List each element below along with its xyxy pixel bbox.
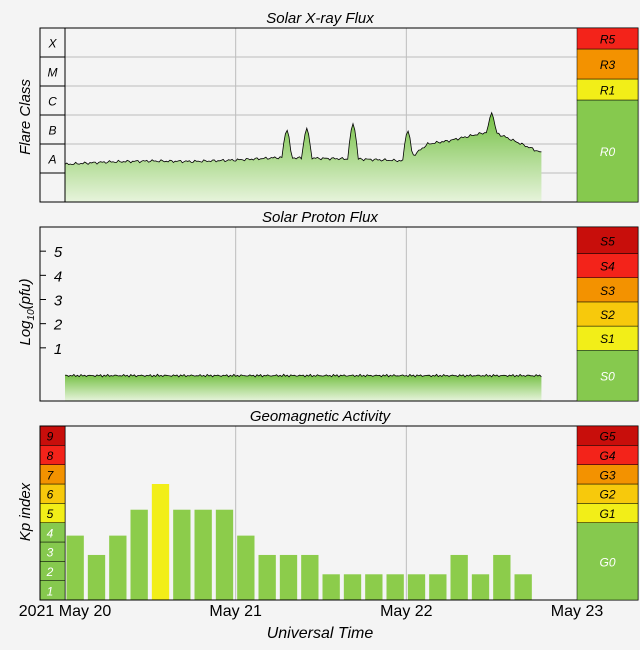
radiation-scale-s4 [576, 253, 639, 278]
kp-bar [87, 554, 106, 600]
flare-class-label: B [48, 124, 56, 138]
proton-ylabel-main: Log [17, 320, 34, 346]
kp-bar [109, 535, 127, 600]
storm-scale-label: G1 [599, 507, 615, 521]
radiation-scale-label: S4 [600, 260, 615, 274]
kp-bar [322, 574, 340, 600]
x-tick-label: May 22 [380, 603, 433, 620]
kp-bar [365, 574, 383, 600]
x-tick-label: 2021 May 20 [19, 603, 112, 620]
kp-level-label: 9 [47, 430, 54, 444]
radiation-scale-s0 [576, 350, 639, 402]
kp-bar [194, 509, 212, 600]
kp-level-label: 5 [47, 507, 54, 521]
radiation-scale-label: S0 [600, 370, 615, 384]
x-tick-label: May 23 [551, 603, 604, 620]
proton-plot-frame [39, 226, 639, 402]
storm-scale-label: G3 [599, 468, 615, 482]
proton-ylabel-sub: 10 [26, 309, 37, 321]
kp-bar [343, 574, 362, 600]
storm-scale-g0 [576, 522, 639, 601]
xray-title: Solar X-ray Flux [266, 10, 374, 27]
kp-bar [493, 554, 511, 600]
xray-flux-area [65, 112, 542, 202]
kp-level-label: 7 [47, 468, 55, 482]
kp-bar [130, 509, 148, 600]
radiation-scale-label: S3 [600, 284, 615, 298]
proton-ylabel: Log10(pfu) [17, 278, 37, 345]
xray-ylabel: Flare Class [17, 79, 34, 155]
radiation-scale-label: S2 [600, 308, 615, 322]
storm-scale-g5 [576, 425, 639, 446]
kp-bar [386, 574, 404, 600]
proton-title: Solar Proton Flux [262, 209, 378, 226]
kp-level-label: 6 [47, 488, 54, 502]
kp-bar [173, 509, 191, 600]
radiation-scale-s3 [576, 277, 639, 303]
xray-flux-line [64, 111, 542, 166]
kp-level-label: 2 [46, 565, 54, 579]
kp-bar [407, 574, 426, 600]
kp-bar [279, 554, 298, 600]
kp-bar [429, 574, 447, 600]
proton-flux-area [65, 374, 542, 401]
kp-bar [151, 484, 170, 600]
proton-ytick-label: 2 [53, 317, 63, 334]
proton-ytick-label: 5 [54, 244, 63, 261]
radio-scale-r3 [576, 48, 639, 80]
storm-scale-label: G2 [599, 488, 615, 502]
radiation-scale-s1 [576, 325, 639, 351]
kp-bar [66, 535, 84, 600]
radio-scale-label: R3 [600, 58, 616, 72]
radiation-scale-label: S5 [600, 234, 615, 248]
kp-bar [301, 554, 319, 600]
kp-bar [237, 535, 255, 600]
kp-title: Geomagnetic Activity [250, 408, 392, 425]
flare-class-label: M [48, 66, 58, 80]
kp-bar [514, 574, 532, 600]
radio-scale-label: R1 [600, 84, 615, 98]
x-axis-title: Universal Time [267, 625, 374, 642]
x-tick-label: May 21 [209, 603, 262, 620]
kp-bar [215, 509, 234, 600]
proton-flux-line [64, 373, 542, 378]
radio-scale-r0 [576, 99, 639, 203]
proton-ytick-label: 3 [54, 293, 63, 310]
kp-level-label: 3 [47, 546, 54, 560]
kp-bar [258, 554, 276, 600]
flare-class-label: X [47, 37, 57, 51]
radio-scale-label: R0 [600, 145, 616, 159]
kp-plot-frame [39, 425, 639, 601]
proton-ytick-label: 1 [54, 341, 62, 358]
storm-scale-label: G0 [599, 555, 615, 569]
radiation-scale-s5 [576, 226, 639, 254]
radio-scale-label: R5 [600, 33, 616, 47]
proton-ytick-label: 4 [54, 268, 62, 285]
storm-scale-label: G5 [599, 430, 615, 444]
radio-scale-r5 [576, 27, 639, 50]
kp-level-label: 4 [47, 526, 54, 540]
kp-level-label: 1 [47, 584, 54, 598]
kp-level-label: 8 [47, 449, 54, 463]
kp-ylabel: Kp index [17, 482, 34, 541]
kp-bar [450, 554, 468, 600]
kp-bar [471, 574, 490, 600]
radiation-scale-label: S1 [600, 332, 615, 346]
proton-ylabel-tail: (pfu) [17, 278, 34, 309]
flare-class-label: A [47, 153, 56, 167]
flare-class-label: C [48, 95, 57, 109]
storm-scale-label: G4 [599, 449, 615, 463]
